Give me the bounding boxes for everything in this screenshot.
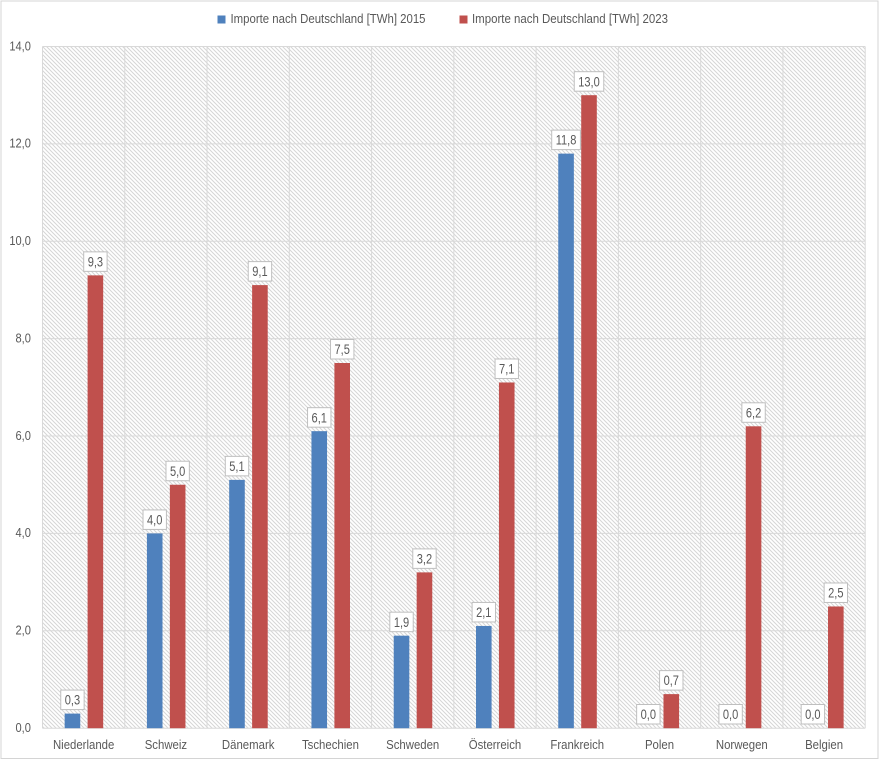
- svg-text:Frankreich: Frankreich: [550, 737, 604, 752]
- svg-text:Tschechien: Tschechien: [302, 737, 359, 752]
- svg-text:7,5: 7,5: [335, 342, 350, 357]
- svg-text:Schweden: Schweden: [386, 737, 439, 752]
- svg-text:Importe nach Deutschland [TWh]: Importe nach Deutschland [TWh] 2015: [231, 11, 426, 26]
- svg-text:8,0: 8,0: [16, 330, 31, 345]
- svg-text:4,0: 4,0: [16, 525, 31, 540]
- svg-text:Polen: Polen: [645, 737, 674, 752]
- svg-text:6,1: 6,1: [312, 410, 327, 425]
- svg-text:10,0: 10,0: [9, 233, 31, 248]
- svg-text:13,0: 13,0: [578, 74, 600, 89]
- svg-text:2,0: 2,0: [16, 623, 31, 638]
- svg-text:4,0: 4,0: [147, 513, 162, 528]
- svg-text:Niederlande: Niederlande: [53, 737, 114, 752]
- svg-text:12,0: 12,0: [9, 136, 31, 151]
- svg-text:Norwegen: Norwegen: [716, 737, 768, 752]
- svg-text:Belgien: Belgien: [805, 737, 843, 752]
- svg-text:Schweiz: Schweiz: [145, 737, 187, 752]
- svg-text:6,2: 6,2: [746, 405, 761, 420]
- svg-text:2,5: 2,5: [828, 586, 843, 601]
- svg-text:0,0: 0,0: [641, 707, 656, 722]
- svg-text:14,0: 14,0: [9, 38, 31, 53]
- svg-text:0,0: 0,0: [805, 707, 820, 722]
- svg-text:0,0: 0,0: [16, 720, 31, 735]
- svg-text:6,0: 6,0: [16, 428, 31, 443]
- svg-text:5,1: 5,1: [229, 459, 244, 474]
- svg-text:9,3: 9,3: [88, 254, 103, 269]
- svg-text:11,8: 11,8: [556, 133, 577, 148]
- svg-text:7,1: 7,1: [499, 362, 514, 377]
- svg-text:9,1: 9,1: [252, 264, 267, 279]
- svg-text:3,2: 3,2: [417, 551, 432, 566]
- svg-text:Österreich: Österreich: [469, 737, 522, 752]
- svg-text:0,7: 0,7: [664, 673, 679, 688]
- svg-text:5,0: 5,0: [170, 464, 185, 479]
- svg-text:0,3: 0,3: [65, 693, 80, 708]
- svg-text:Dänemark: Dänemark: [222, 737, 275, 752]
- svg-text:0,0: 0,0: [723, 707, 738, 722]
- svg-text:Importe nach Deutschland [TWh]: Importe nach Deutschland [TWh] 2023: [472, 11, 668, 26]
- svg-text:2,1: 2,1: [476, 605, 491, 620]
- svg-text:1,9: 1,9: [394, 615, 409, 630]
